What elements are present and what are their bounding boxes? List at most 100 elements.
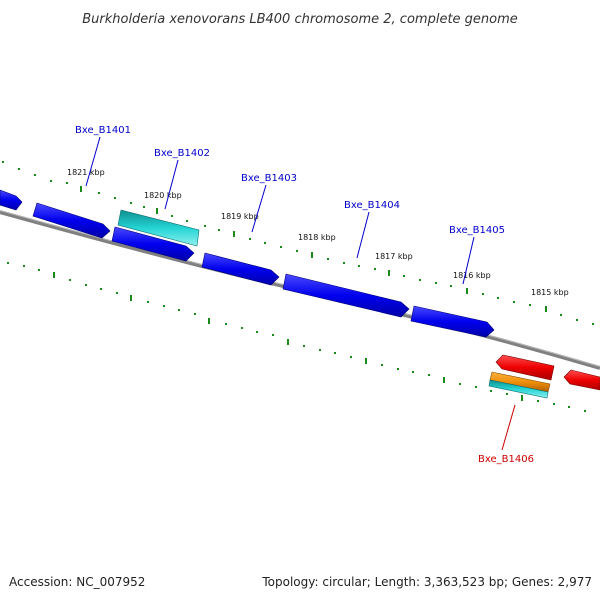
scale-label: 1816 kbp <box>453 271 491 280</box>
scale-dot <box>428 374 430 376</box>
scale-dot <box>69 279 71 281</box>
scale-dot <box>592 323 594 325</box>
scale-dot <box>490 390 492 392</box>
scale-dot <box>100 288 102 290</box>
scale-dot <box>50 180 52 182</box>
scale-dot <box>208 318 210 324</box>
scale-dot <box>358 265 360 267</box>
scale-dot <box>287 339 289 345</box>
reverse-strand-track <box>495 354 600 391</box>
scale-dot <box>256 331 258 333</box>
scale-dot <box>249 238 251 240</box>
scale-dot <box>186 220 188 222</box>
scale-dot <box>576 319 578 321</box>
scale-dot <box>350 356 352 358</box>
gene-labels: Bxe_B1401 Bxe_B1402 Bxe_B1403 Bxe_B1404 … <box>75 125 534 465</box>
map-title: Burkholderia xenovorans LB400 chromosome… <box>82 12 518 27</box>
scale-dot <box>280 246 282 248</box>
scale-dot <box>327 258 329 260</box>
scale-dot <box>241 327 243 329</box>
scale-dot <box>114 197 116 199</box>
scale-dot <box>334 352 336 354</box>
gene-label-bxe-b1401[interactable]: Bxe_B1401 <box>75 125 131 136</box>
scale-dot <box>163 305 165 307</box>
scale-dot <box>225 323 227 325</box>
scale-dot <box>272 334 274 336</box>
scale-dot <box>311 252 313 258</box>
scale-dot <box>553 403 555 405</box>
scale-dot <box>130 295 132 301</box>
scale-label: 1820 kbp <box>144 191 182 200</box>
rna-feature[interactable] <box>117 209 200 247</box>
scale-dot <box>303 345 305 347</box>
scale-dot <box>264 242 266 244</box>
scale-dot <box>513 301 515 303</box>
scale-dot <box>130 202 132 204</box>
scale-dot <box>560 314 562 316</box>
scale-dot <box>475 386 477 388</box>
scale-dot <box>397 368 399 370</box>
leader-line <box>251 184 267 233</box>
scale-dot <box>218 229 220 231</box>
gene-label-bxe-b1404[interactable]: Bxe_B1404 <box>344 200 400 211</box>
leader-line <box>356 211 370 259</box>
scale-dot <box>116 292 118 294</box>
rna-feature[interactable] <box>488 379 549 399</box>
scale-dot <box>143 206 145 208</box>
scale-dot <box>7 262 9 264</box>
gene-arrow-forward[interactable] <box>111 226 195 262</box>
scale-dot <box>466 288 468 294</box>
gene-arrow-reverse[interactable] <box>495 354 555 381</box>
gene-arrow-forward[interactable] <box>282 273 410 318</box>
scale-label: 1815 kbp <box>531 288 569 297</box>
scale-dot <box>584 410 586 412</box>
scale-dot <box>381 364 383 366</box>
leader-line <box>501 404 516 451</box>
leader-line <box>85 136 101 187</box>
gene-arrow-forward[interactable] <box>410 305 495 338</box>
gene-label-bxe-b1403[interactable]: Bxe_B1403 <box>241 173 297 184</box>
inner-scale-track <box>7 262 586 412</box>
scale-dot <box>233 231 235 237</box>
gene-arrow-forward[interactable] <box>0 189 23 211</box>
scale-dot <box>178 309 180 311</box>
scale-dot <box>156 208 158 214</box>
scale-dot <box>171 215 173 217</box>
gene-label-bxe-b1402[interactable]: Bxe_B1402 <box>154 148 210 159</box>
scale-dot <box>98 192 100 194</box>
scale-dot <box>435 282 437 284</box>
scale-label: 1819 kbp <box>221 212 259 221</box>
gene-arrow-forward[interactable] <box>32 202 111 239</box>
scale-dot <box>506 393 508 395</box>
scale-dot <box>529 304 531 306</box>
scale-dot <box>147 301 149 303</box>
forward-strand-track <box>0 189 495 338</box>
gene-label-bxe-b1406[interactable]: Bxe_B1406 <box>478 454 534 465</box>
gene-arrow-forward[interactable] <box>201 252 280 286</box>
scale-dot <box>537 400 539 402</box>
scale-dot <box>34 174 36 176</box>
scale-dot <box>80 186 82 192</box>
scale-dot <box>23 265 25 267</box>
gene-arrow-reverse[interactable] <box>563 369 600 391</box>
scale-label: 1821 kbp <box>67 168 105 177</box>
leader-line <box>164 159 179 210</box>
scale-dot <box>66 182 68 184</box>
scale-dot <box>319 349 321 351</box>
accession-label: Accession: NC_007952 <box>9 575 145 589</box>
scale-label: 1818 kbp <box>298 233 336 242</box>
scale-dot <box>450 285 452 287</box>
scale-dot <box>2 161 4 163</box>
scale-dot <box>568 406 570 408</box>
scale-dot <box>194 313 196 315</box>
label-leaders <box>85 136 516 451</box>
scale-dot <box>85 284 87 286</box>
outer-scale-track <box>2 161 594 325</box>
gene-label-bxe-b1405[interactable]: Bxe_B1405 <box>449 225 505 236</box>
scale-dot <box>38 269 40 271</box>
scale-dot <box>403 275 405 277</box>
scale-dot <box>521 395 523 401</box>
genome-summary: Topology: circular; Length: 3,363,523 bp… <box>261 575 592 589</box>
scale-dot <box>365 358 367 364</box>
